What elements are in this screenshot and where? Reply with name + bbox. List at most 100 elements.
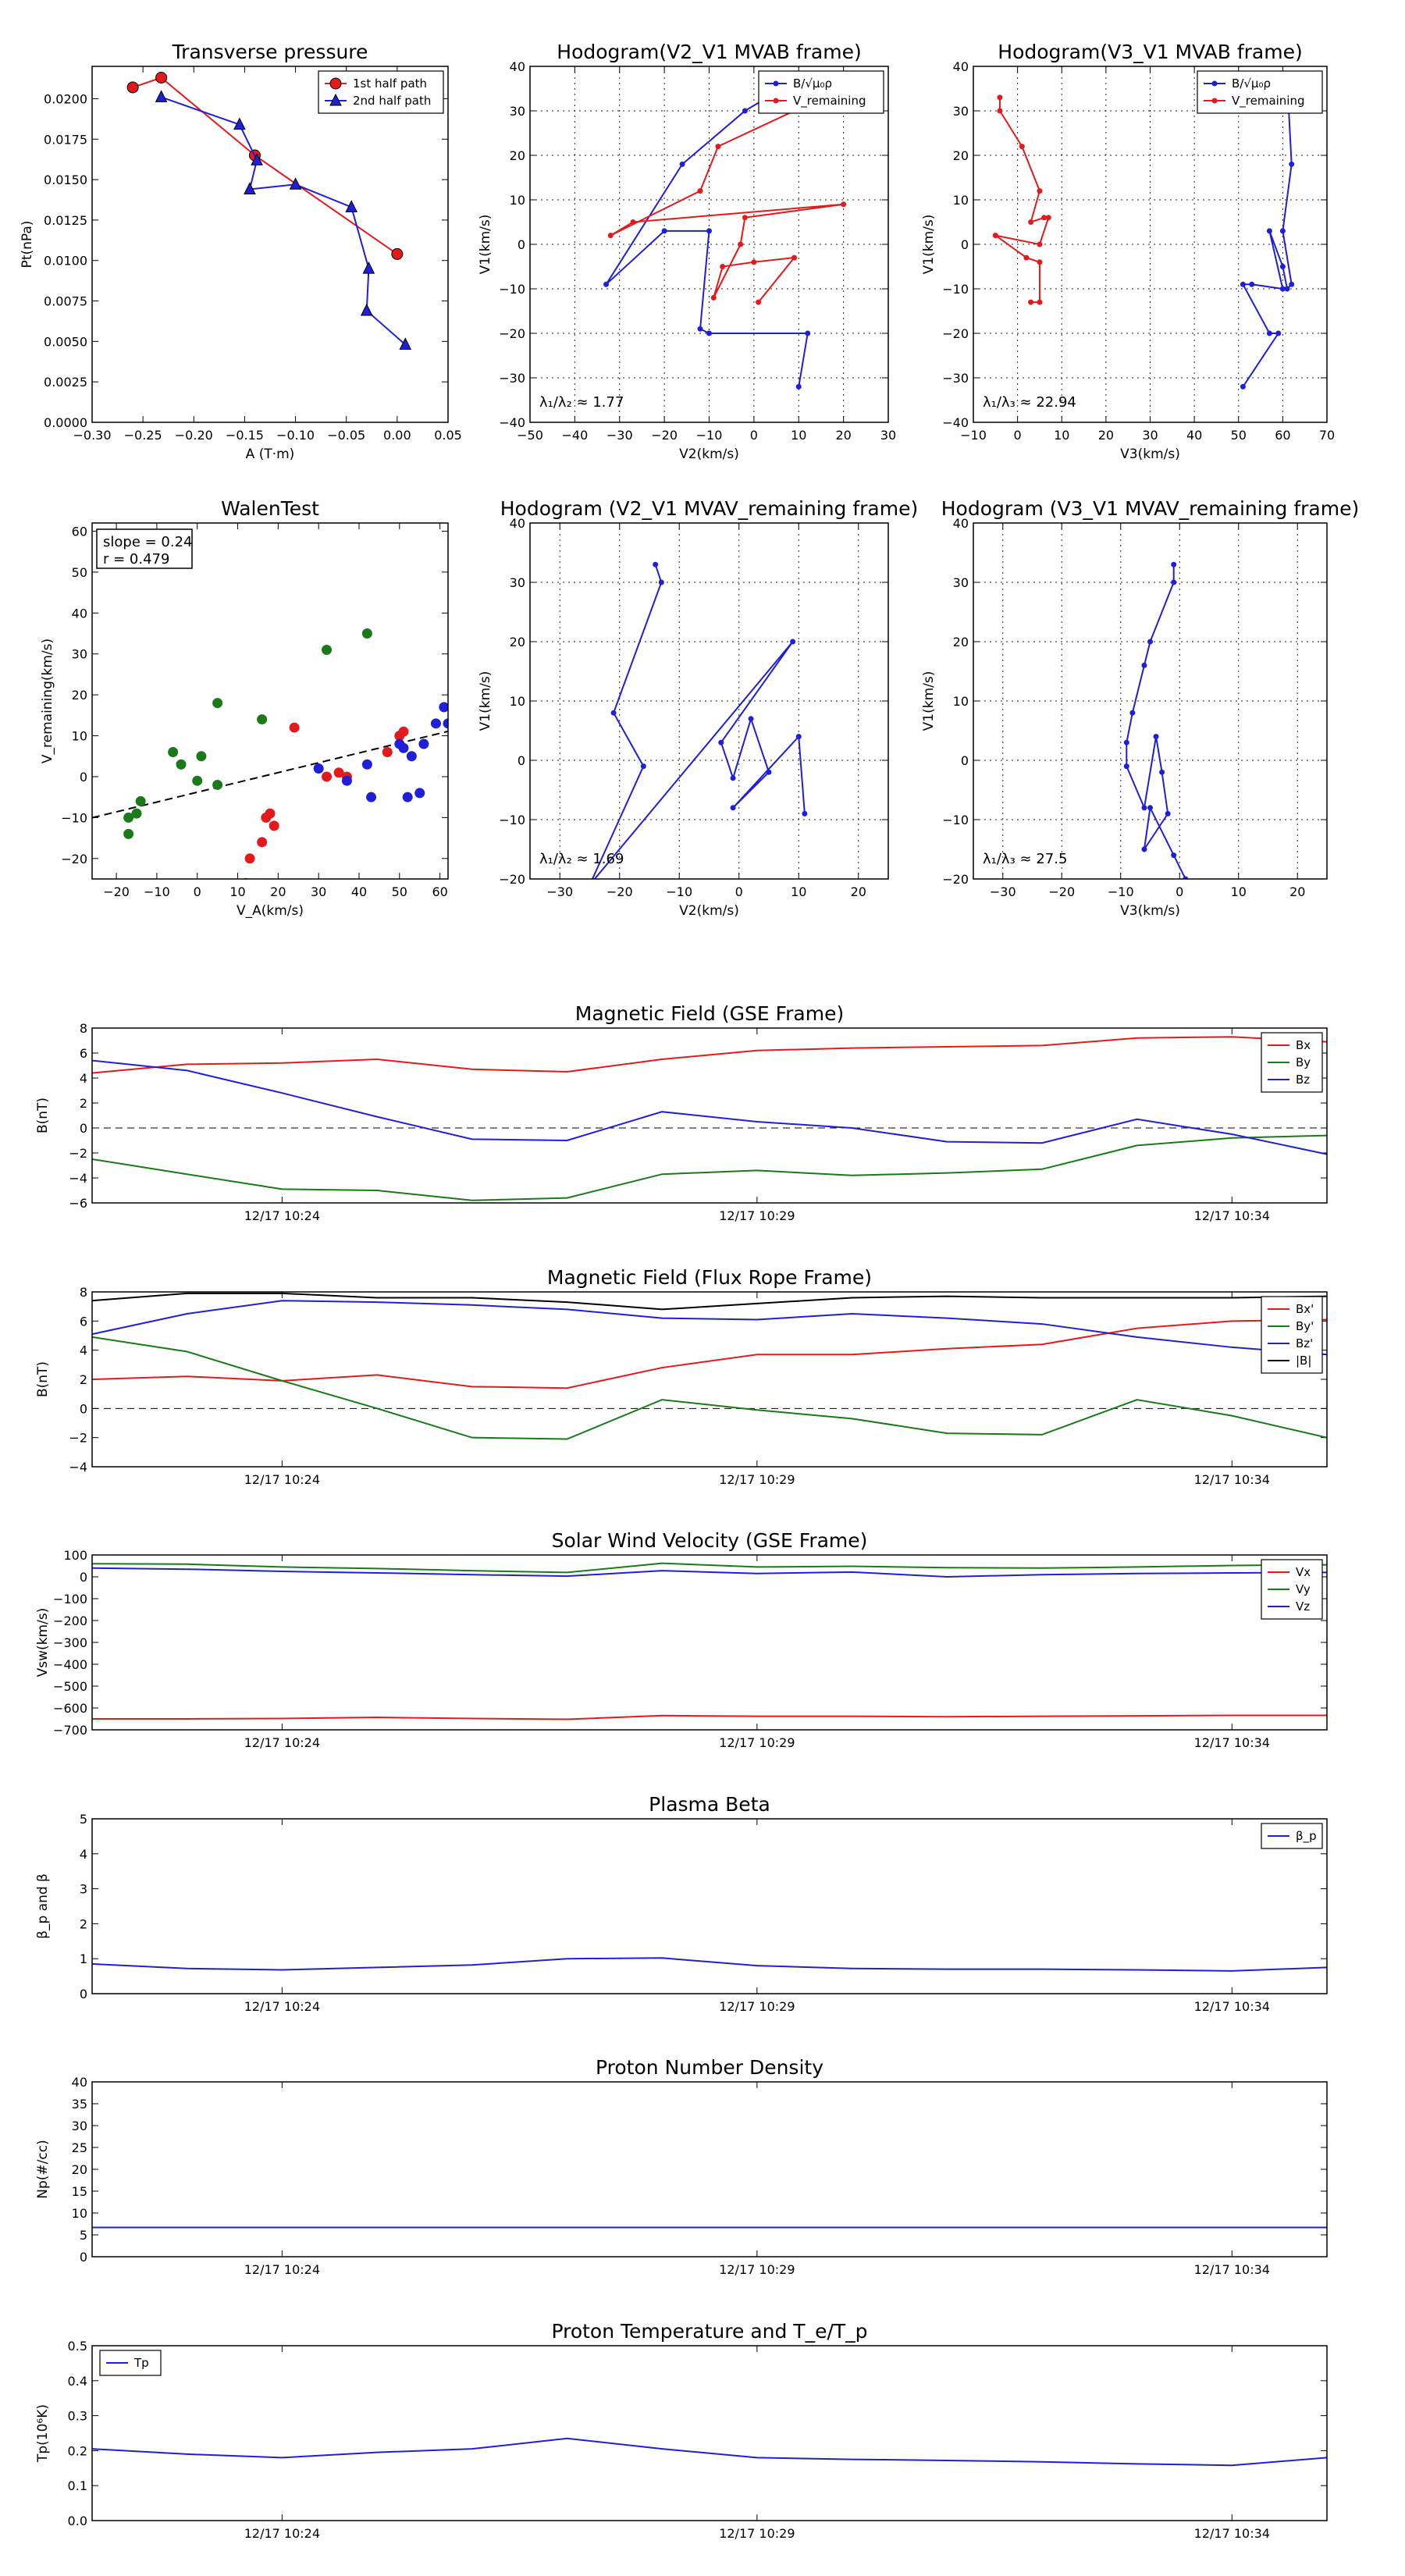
plot-frame bbox=[973, 522, 1328, 880]
scatter-point bbox=[131, 808, 142, 819]
x-tick-label: 12/17 10:34 bbox=[1194, 1208, 1270, 1223]
chart-title: Proton Temperature and T_e/T_p bbox=[551, 2320, 867, 2343]
scatter-point bbox=[366, 792, 377, 802]
marker-dot bbox=[1159, 769, 1165, 775]
plot-frame bbox=[91, 522, 449, 880]
y-tick-label: −6 bbox=[69, 1196, 87, 1211]
plot-data bbox=[92, 1562, 1327, 1720]
x-tick-label: −30 bbox=[990, 884, 1016, 899]
x-tick-label: 40 bbox=[1186, 428, 1202, 443]
annotation-text: λ₁/λ₃ ≈ 22.94 bbox=[983, 394, 1076, 411]
marker-dot bbox=[1266, 330, 1272, 336]
y-tick-label: 0.0200 bbox=[44, 91, 87, 106]
y-tick-label: 0.0025 bbox=[44, 375, 87, 390]
series-line-0 bbox=[1126, 564, 1186, 879]
annotation-text: λ₁/λ₃ ≈ 27.5 bbox=[983, 851, 1067, 867]
y-tick-label: 0.0100 bbox=[44, 254, 87, 269]
scatter-point bbox=[406, 751, 417, 762]
y-tick-label: 0 bbox=[961, 753, 969, 768]
marker-dot bbox=[1041, 215, 1048, 221]
marker-dot bbox=[1171, 561, 1177, 568]
scatter-point bbox=[265, 808, 276, 819]
hodogram-v3v1-mvab-chart: −10 0 10 20 30 40 50 60 70 −40 −30 −20 −10 0 10 20 30 40 H… bbox=[921, 41, 1335, 462]
x-tick-label: 12/17 10:34 bbox=[1194, 2526, 1270, 2541]
x-tick-label: 30 bbox=[311, 884, 326, 899]
scatter-point bbox=[382, 747, 393, 758]
legend-label: Vz bbox=[1296, 1599, 1310, 1614]
y-tick-label: −40 bbox=[942, 415, 969, 430]
series-line-3 bbox=[92, 1292, 1327, 1311]
y-tick-label: 0.0000 bbox=[44, 415, 87, 430]
marker-dot bbox=[715, 144, 721, 150]
marker-dot bbox=[802, 810, 808, 817]
legend-label: Vx bbox=[1296, 1565, 1311, 1579]
marker-dot bbox=[791, 254, 798, 261]
annotation-text: slope = 0.24 bbox=[103, 534, 193, 550]
x-tick-label: −10 bbox=[696, 428, 723, 443]
marker-triangle bbox=[360, 303, 373, 316]
plot-data bbox=[92, 1957, 1327, 1972]
marker-triangle bbox=[329, 93, 342, 106]
marker-dot bbox=[1211, 98, 1218, 104]
x-tick-label: 12/17 10:24 bbox=[244, 1999, 320, 2014]
x-tick-label: 0 bbox=[735, 884, 743, 899]
y-tick-label: 0 bbox=[80, 1121, 87, 1136]
scatter-point bbox=[443, 718, 448, 729]
plot-data bbox=[1123, 561, 1189, 879]
plot-frame bbox=[91, 1291, 1328, 1468]
marker-dot bbox=[1045, 215, 1051, 221]
marker-dot bbox=[710, 294, 717, 301]
scatter-point bbox=[269, 820, 279, 831]
x-tick-label: −10 bbox=[144, 884, 170, 899]
marker-dot bbox=[1037, 241, 1043, 247]
scatter-point bbox=[212, 779, 223, 790]
scatter-point bbox=[402, 792, 413, 802]
legend-label: Vy bbox=[1296, 1582, 1311, 1596]
y-tick-label: −500 bbox=[53, 1679, 87, 1694]
y-tick-label: 6 bbox=[80, 1314, 87, 1329]
y-axis-label: V1(km/s) bbox=[921, 671, 937, 731]
x-tick-label: 20 bbox=[270, 884, 286, 899]
y-tick-label: 10 bbox=[72, 2206, 87, 2221]
marker-dot bbox=[587, 882, 592, 888]
marker-dot bbox=[1284, 286, 1290, 292]
y-axis-label: V1(km/s) bbox=[921, 215, 937, 275]
series-line-0 bbox=[605, 83, 809, 387]
marker-dot bbox=[773, 98, 779, 104]
y-tick-label: 0.1 bbox=[68, 2478, 87, 2493]
scatter-point bbox=[196, 751, 207, 762]
scatter-point bbox=[333, 767, 344, 778]
scatter-point bbox=[361, 759, 372, 770]
x-tick-label: 30 bbox=[1142, 428, 1158, 443]
y-tick-label: 20 bbox=[953, 148, 969, 163]
x-tick-label: −0.15 bbox=[226, 428, 264, 443]
x-tick-label: 40 bbox=[351, 884, 367, 899]
y-tick-label: −600 bbox=[53, 1701, 87, 1716]
series-line-0 bbox=[92, 2437, 1327, 2467]
y-tick-label: −10 bbox=[499, 282, 525, 297]
marker-dot bbox=[997, 108, 1003, 114]
annotation-text: λ₁/λ₂ ≈ 1.69 bbox=[539, 851, 624, 867]
y-tick-label: 8 bbox=[80, 1021, 87, 1036]
x-tick-label: −10 bbox=[960, 428, 987, 443]
chart-title: Hodogram(V2_V1 MVAB frame) bbox=[557, 41, 861, 63]
marker-dot bbox=[720, 264, 726, 269]
marker-dot bbox=[1279, 228, 1286, 234]
b-gse-chart: 12/17 10:24 12/17 10:29 12/17 10:34 −6 −4 −2 0… bbox=[35, 1002, 1328, 1223]
transverse-pressure-chart: −0.30 −0.25 −0.20 −0.15 −0.10 −0.05 0.00 0.05 0.… bbox=[20, 41, 462, 462]
plot-data bbox=[92, 1292, 1327, 1440]
y-tick-label: −20 bbox=[499, 872, 525, 887]
x-tick-label: −20 bbox=[651, 428, 678, 443]
marker-dot bbox=[640, 763, 646, 770]
scatter-point bbox=[418, 738, 429, 749]
marker-dot bbox=[730, 805, 736, 811]
y-tick-label: 0.4 bbox=[68, 2374, 87, 2389]
scatter-point bbox=[212, 698, 223, 709]
legend-label: 1st half path bbox=[353, 76, 427, 91]
x-axis-label: V3(km/s) bbox=[1120, 447, 1180, 462]
marker-dot bbox=[610, 710, 617, 716]
y-tick-label: −20 bbox=[499, 326, 525, 341]
x-tick-label: −40 bbox=[561, 428, 588, 443]
marker-dot bbox=[805, 330, 811, 336]
